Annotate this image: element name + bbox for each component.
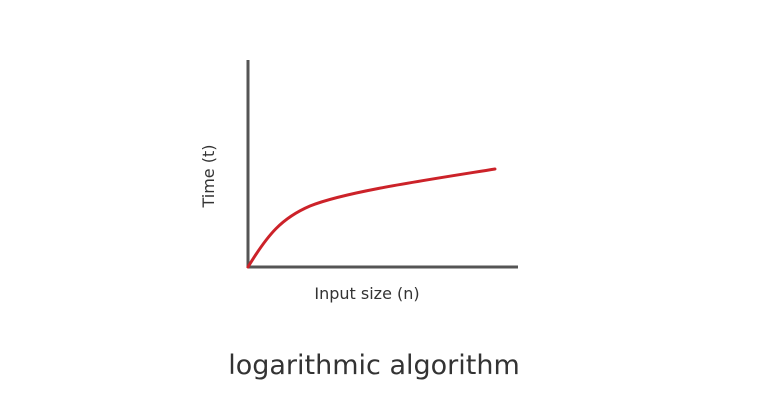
diagram-caption: logarithmic algorithm bbox=[228, 350, 520, 381]
x-axis-label: Input size (n) bbox=[314, 284, 419, 303]
logarithmic-curve bbox=[246, 167, 497, 269]
y-axis-label: Time (t) bbox=[199, 145, 218, 209]
